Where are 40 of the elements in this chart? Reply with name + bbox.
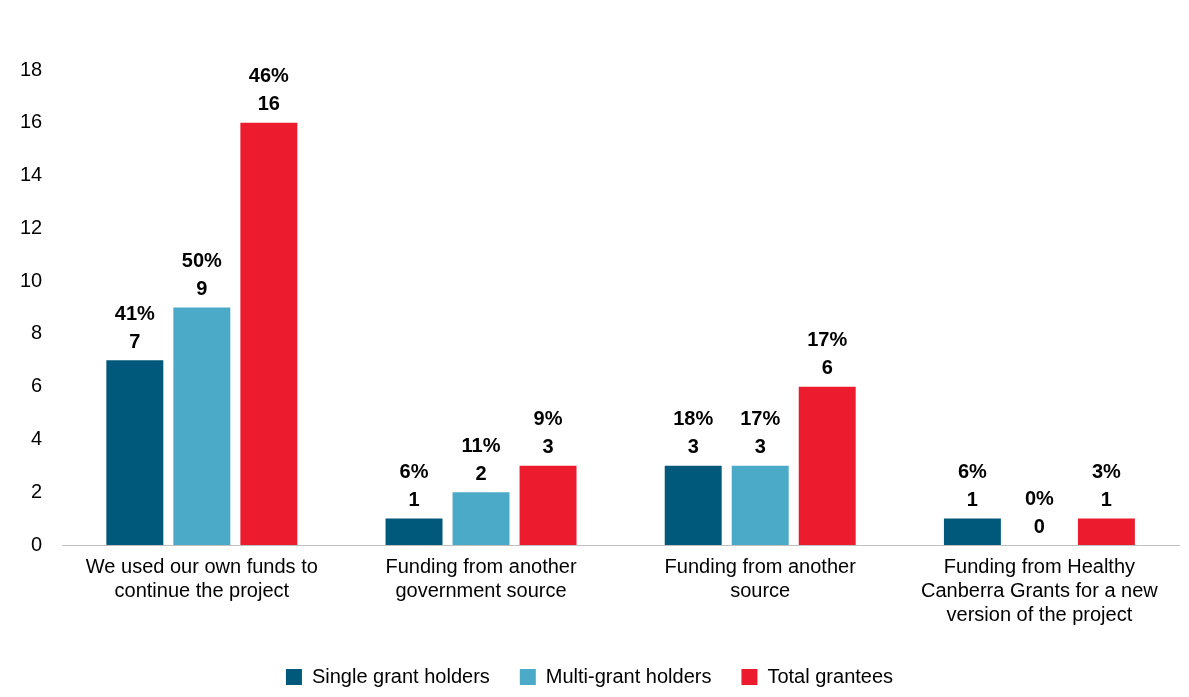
bar <box>452 492 510 545</box>
bar <box>519 465 577 545</box>
bar <box>106 360 164 545</box>
data-label: 46% 16 <box>248 64 290 115</box>
data-label: 11% 2 <box>461 433 501 484</box>
y-tick-label: 8 <box>31 321 43 344</box>
y-tick-label: 4 <box>31 426 43 449</box>
y-tick-label: 18 <box>20 57 43 80</box>
legend-label: Single grant holders <box>311 664 490 687</box>
data-label: 6% 1 <box>399 460 429 511</box>
bar <box>731 465 789 545</box>
data-label: 9% 3 <box>533 407 563 458</box>
bar <box>1077 518 1135 545</box>
data-label: 41% 7 <box>114 301 156 352</box>
x-tick-label: We used our own funds to continue the project <box>85 554 318 601</box>
bar <box>385 518 443 545</box>
y-tick-label: 12 <box>20 215 43 238</box>
bar <box>173 307 231 545</box>
data-label: 18% 3 <box>673 407 714 458</box>
y-tick-label: 2 <box>31 479 43 502</box>
data-label: 0% 0 <box>1024 486 1055 537</box>
bar <box>798 386 856 545</box>
legend-label: Total grantees <box>767 664 894 687</box>
legend-label: Multi-grant holders <box>545 664 712 687</box>
y-tick-label: 10 <box>20 268 43 291</box>
bar <box>240 122 298 545</box>
data-label: 50% 9 <box>181 249 223 300</box>
x-tick-label: Funding from Healthy Canberra Grants for a new version of the project <box>921 554 1159 625</box>
data-label: 3% 1 <box>1091 460 1122 511</box>
x-tick-label: Funding from another source <box>664 554 857 601</box>
y-tick-label: 14 <box>20 163 43 186</box>
bar <box>943 518 1001 545</box>
y-tick-label: 16 <box>20 110 43 133</box>
data-label: 17% 3 <box>740 407 781 458</box>
y-tick-label: 0 <box>31 532 43 555</box>
y-tick-label: 6 <box>31 374 43 397</box>
bar <box>664 465 722 545</box>
x-tick-label: Funding from another government source <box>385 554 577 601</box>
data-label: 6% 1 <box>957 460 988 511</box>
data-label: 17% 6 <box>807 328 848 379</box>
